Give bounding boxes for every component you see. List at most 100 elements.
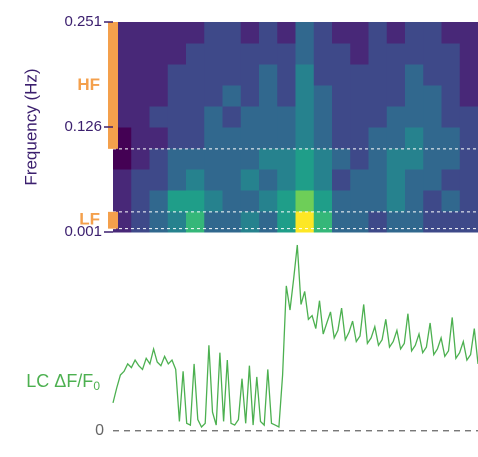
heatmap-cell — [405, 190, 424, 212]
heatmap-cell — [332, 43, 351, 65]
heatmap-cell — [386, 43, 406, 65]
heatmap-cell — [368, 106, 388, 128]
heatmap-cell — [149, 43, 169, 65]
heatmap-cell — [441, 64, 461, 86]
heatmap-cell — [167, 169, 187, 191]
heatmap-cell — [167, 190, 187, 212]
heatmap-cell — [222, 106, 242, 128]
heatmap-cell — [295, 43, 315, 65]
heatmap-cell — [423, 85, 442, 107]
heatmap-cell — [131, 106, 150, 128]
heatmap-cell — [295, 85, 315, 107]
heatmap-cell — [186, 190, 205, 212]
heatmap-cell — [332, 127, 351, 149]
heatmap-cell — [131, 211, 150, 233]
y-tick-label: 0.001 — [64, 223, 102, 240]
heatmap-cell — [459, 127, 478, 149]
heatmap-cell — [459, 169, 478, 191]
heatmap-cell — [186, 169, 205, 191]
heatmap-cell — [368, 127, 388, 149]
heatmap-cell — [368, 148, 388, 170]
heatmap-cell — [222, 64, 242, 86]
heatmap-cell — [459, 211, 478, 233]
heatmap-cell — [186, 85, 205, 107]
heatmap-cell — [459, 190, 478, 212]
heatmap-cell — [386, 85, 406, 107]
heatmap-cell — [259, 127, 278, 149]
heatmap-cell — [222, 148, 242, 170]
y-tick-label: 0 — [95, 422, 104, 439]
heatmap-cell — [167, 85, 187, 107]
heatmap-cell — [259, 148, 278, 170]
heatmap-cell — [332, 169, 351, 191]
heatmap-cell — [386, 148, 406, 170]
heatmap-cell — [149, 190, 169, 212]
heatmap-cell — [259, 211, 278, 233]
heatmap-cell — [313, 106, 333, 128]
heatmap-cell — [368, 190, 388, 212]
heatmap-cell — [222, 22, 242, 44]
heatmap-cell — [441, 211, 461, 233]
heatmap-cell — [277, 43, 296, 65]
heatmap-cell — [386, 190, 406, 212]
heatmap-cell — [441, 85, 461, 107]
heatmap-cell — [167, 211, 187, 233]
heatmap-cell — [167, 64, 187, 86]
heatmap-cell — [149, 22, 169, 44]
heatmap-cell — [222, 85, 242, 107]
heatmap-cell — [240, 211, 260, 233]
y-tick-label: 0.126 — [64, 118, 102, 135]
heatmap-cell — [405, 22, 424, 44]
heatmap-cell — [313, 190, 333, 212]
heatmap-cell — [240, 148, 260, 170]
heatmap-cell — [441, 190, 461, 212]
y-tick-label: 0.251 — [64, 13, 102, 30]
heatmap-cell — [277, 64, 296, 86]
heatmap-cell — [386, 22, 406, 44]
heatmap-cell — [222, 43, 242, 65]
heatmap-cell — [204, 169, 223, 191]
heatmap-cell — [368, 22, 388, 44]
heatmap-cell — [295, 148, 315, 170]
heatmap-cell — [149, 127, 169, 149]
heatmap-cell — [259, 106, 278, 128]
heatmap-cell — [186, 43, 205, 65]
heatmap-cell — [222, 211, 242, 233]
heatmap-cell — [131, 127, 150, 149]
heatmap-cell — [204, 85, 223, 107]
heatmap-cell — [459, 64, 478, 86]
heatmap-cell — [368, 85, 388, 107]
heatmap-cell — [332, 85, 351, 107]
heatmap-cell — [204, 43, 223, 65]
heatmap-cell — [459, 22, 478, 44]
heatmap-cell — [368, 211, 388, 233]
heatmap-cell — [313, 169, 333, 191]
heatmap-cell — [131, 85, 150, 107]
heatmap-cell — [240, 127, 260, 149]
heatmap-cell — [204, 190, 223, 212]
heatmap-cell — [350, 64, 369, 86]
heatmap-cell — [386, 169, 406, 191]
heatmap-cell — [186, 64, 205, 86]
heatmap-cell — [405, 211, 424, 233]
heatmap-cell — [167, 127, 187, 149]
heatmap-cell — [131, 43, 150, 65]
heatmap-cell — [167, 106, 187, 128]
heatmap-cell — [441, 127, 461, 149]
heatmap-cell — [277, 106, 296, 128]
heatmap-cell — [277, 169, 296, 191]
heatmap-cell — [350, 22, 369, 44]
heatmap-cell — [186, 22, 205, 44]
heatmap-cell — [350, 148, 369, 170]
heatmap-cell — [131, 64, 150, 86]
heatmap-cell — [131, 169, 150, 191]
heatmap-cell — [386, 64, 406, 86]
heatmap-cell — [186, 127, 205, 149]
heatmap-cell — [186, 148, 205, 170]
heatmap-cell — [240, 85, 260, 107]
heatmap-cell — [332, 64, 351, 86]
heatmap-cell — [332, 148, 351, 170]
heatmap-cell — [240, 169, 260, 191]
heatmap-cell — [204, 106, 223, 128]
heatmap-cell — [405, 148, 424, 170]
